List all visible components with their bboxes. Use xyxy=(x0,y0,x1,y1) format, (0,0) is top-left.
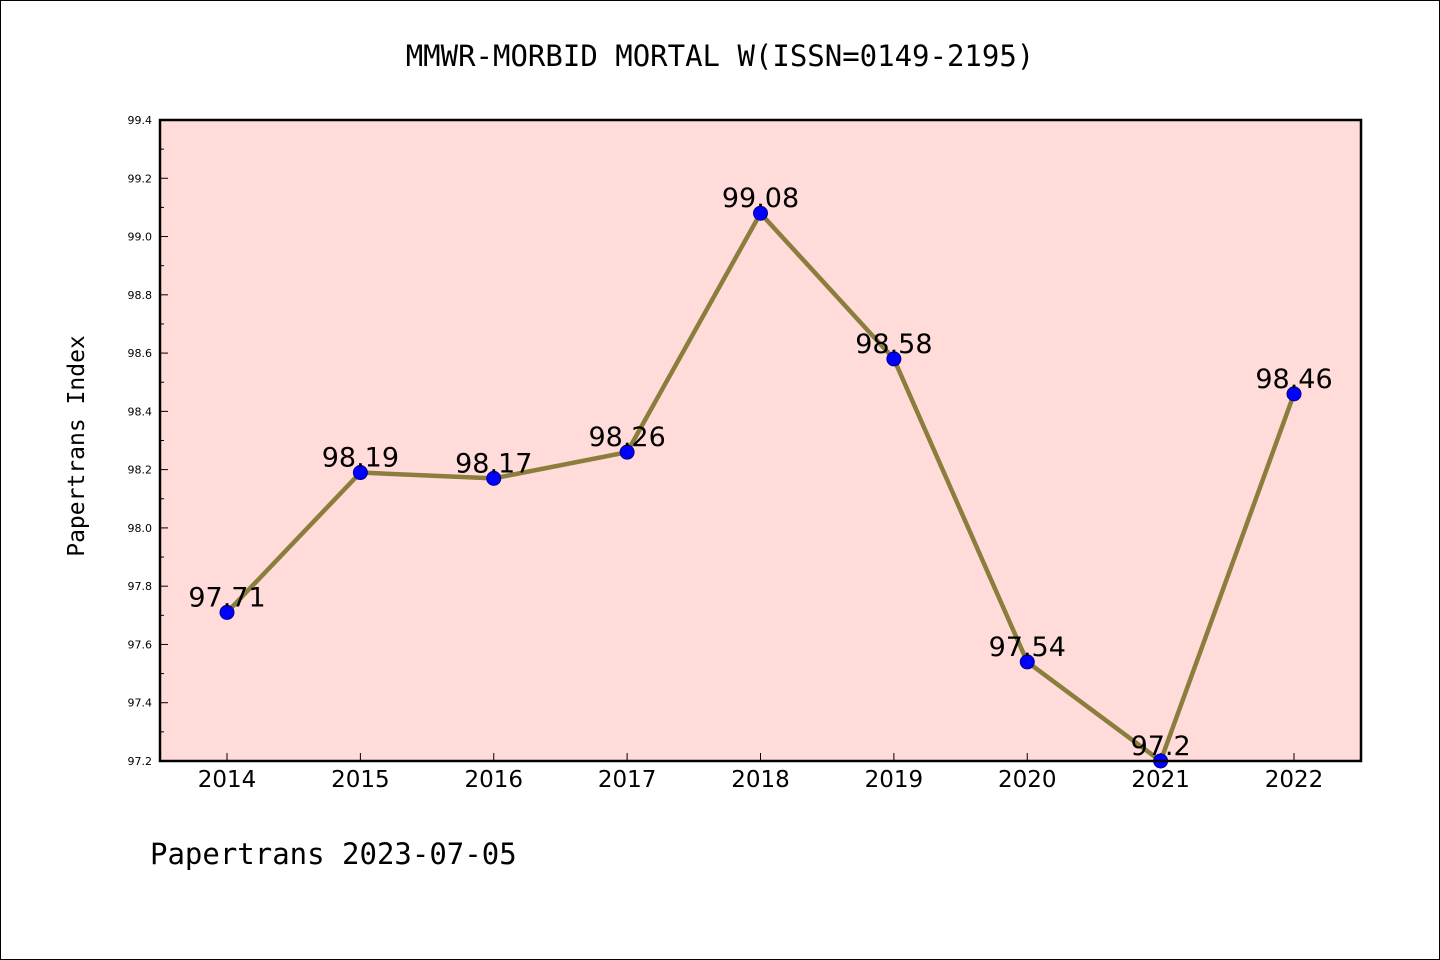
x-tick-label: 2020 xyxy=(998,767,1057,793)
y-tick-label: 98.0 xyxy=(128,522,153,535)
y-axis-label: Papertrans Index xyxy=(64,335,90,557)
data-label: 98.26 xyxy=(588,422,665,453)
y-axis: 97.2 97.4 97.6 97.8 98.0 98.2 98.4 98.6 98.8 99.0… xyxy=(128,114,168,768)
data-label: 97.71 xyxy=(188,582,265,613)
data-label: 98.17 xyxy=(455,448,532,479)
x-tick-label: 2017 xyxy=(598,767,657,793)
data-labels: 97.71 98.19 98.17 98.26 99.08 98.58 97.54 97.2 9… xyxy=(188,183,1332,762)
data-label: 97.54 xyxy=(989,632,1066,663)
x-tick-label: 2019 xyxy=(865,767,924,793)
x-tick-label: 2016 xyxy=(464,767,523,793)
data-point xyxy=(619,444,635,460)
data-point xyxy=(1286,386,1302,402)
data-label: 98.46 xyxy=(1255,364,1332,395)
y-tick-label: 97.2 xyxy=(128,755,153,768)
x-tick-label: 2014 xyxy=(198,767,257,793)
data-label: 99.08 xyxy=(722,183,799,214)
data-label: 97.2 xyxy=(1131,731,1191,762)
plot-area xyxy=(160,120,1361,761)
y-tick-label: 99.2 xyxy=(128,172,153,185)
data-point xyxy=(1019,654,1035,670)
y-tick-label: 99.0 xyxy=(128,231,153,244)
y-tick-label: 98.2 xyxy=(128,464,153,477)
data-point xyxy=(219,604,235,620)
data-point xyxy=(886,351,902,367)
y-tick-label: 97.6 xyxy=(128,638,153,651)
y-tick-label: 97.8 xyxy=(128,580,153,593)
footer-date: Papertrans 2023-07-05 xyxy=(150,837,517,871)
data-point xyxy=(753,205,768,221)
data-label: 98.19 xyxy=(322,443,399,474)
plot-border xyxy=(158,118,1363,763)
y-tick-label: 99.4 xyxy=(128,114,153,127)
x-axis: 2014 2015 2016 2017 2018 2019 2020 2021 2022 xyxy=(198,753,1324,793)
data-point xyxy=(352,465,368,481)
x-tick-label: 2021 xyxy=(1131,767,1190,793)
y-tick-label: 98.8 xyxy=(128,289,153,302)
chart-title: MMWR-MORBID MORTAL W(ISSN=0149-2195) xyxy=(406,39,1035,73)
x-tick-label: 2015 xyxy=(331,767,390,793)
y-tick-label: 98.4 xyxy=(128,405,153,418)
y-tick-label: 98.6 xyxy=(128,347,153,360)
x-tick-label: 2022 xyxy=(1265,767,1324,793)
series-markers xyxy=(219,205,1302,769)
x-tick-label: 2018 xyxy=(731,767,790,793)
data-label: 98.58 xyxy=(855,329,932,360)
data-point xyxy=(486,470,502,486)
y-tick-label: 97.4 xyxy=(128,697,153,710)
